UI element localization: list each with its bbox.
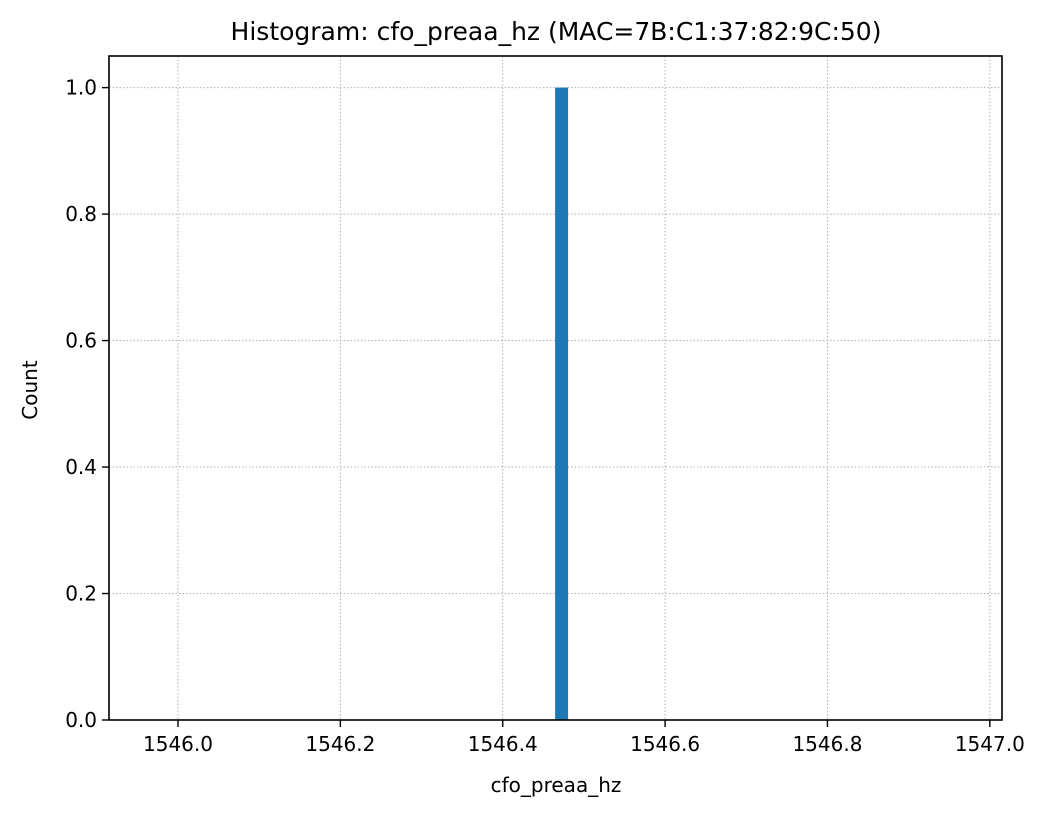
plot-frame <box>108 55 1003 721</box>
histogram-bar <box>555 87 569 721</box>
y-tick-label: 1.0 <box>65 76 97 100</box>
y-tick-label: 0.2 <box>65 582 97 606</box>
grid-lines <box>109 56 1002 721</box>
y-axis-label: Count <box>18 360 42 420</box>
x-axis-label: cfo_preaa_hz <box>491 773 622 797</box>
y-tick-label: 0.8 <box>65 202 97 226</box>
y-tick-label: 0.4 <box>65 455 97 479</box>
x-tick-label: 1546.8 <box>792 732 862 756</box>
x-tick-label: 1546.6 <box>630 732 700 756</box>
chart-title: Histogram: cfo_preaa_hz (MAC=7B:C1:37:82… <box>231 17 882 46</box>
y-axis-ticks: 0.0 0.2 0.4 0.6 0.8 1.0 <box>65 76 109 732</box>
x-axis-ticks: 1546.0 1546.2 1546.4 1546.6 1546.8 1547.0 <box>143 720 1025 756</box>
x-tick-label: 1546.4 <box>468 732 538 756</box>
y-tick-label: 0.6 <box>65 329 97 353</box>
x-tick-label: 1547.0 <box>955 732 1025 756</box>
x-tick-label: 1546.0 <box>143 732 213 756</box>
histogram-bars <box>555 87 569 721</box>
x-tick-label: 1546.2 <box>305 732 375 756</box>
y-tick-label: 0.0 <box>65 708 97 732</box>
